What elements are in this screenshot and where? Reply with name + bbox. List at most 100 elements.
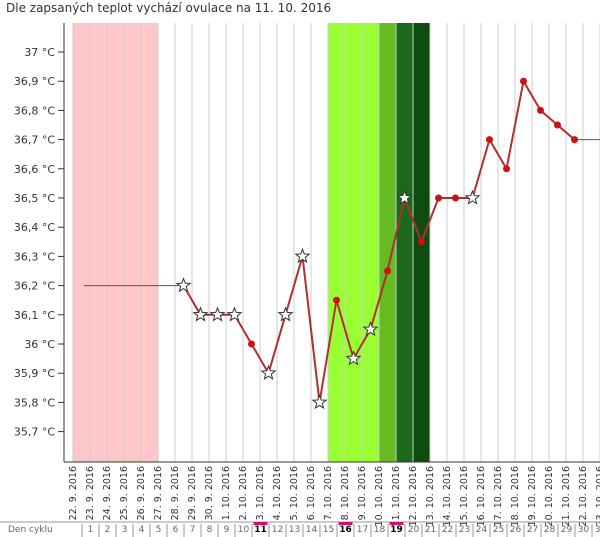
cycle-day-label: 28 — [544, 525, 556, 535]
chart-grid — [72, 23, 600, 462]
data-point-star-marker — [464, 189, 481, 205]
x-tick-label: 16. 10. 2016 — [476, 466, 487, 526]
cycle-day-label: 12 — [272, 525, 283, 535]
x-tick-label: 5. 10. 2016 — [289, 466, 300, 520]
data-point-dot-marker — [248, 340, 255, 348]
data-point-dot-marker — [520, 77, 527, 85]
x-tick-label: 13. 10. 2016 — [425, 466, 436, 526]
cycle-day-label: 15 — [323, 525, 334, 535]
cycle-day-label: 8 — [207, 525, 213, 535]
chart-title: Dle zapsaných teplot vychází ovulace na … — [6, 1, 332, 15]
cycle-day-label: 24 — [476, 525, 488, 535]
y-tick-label: 36,4 °C — [14, 221, 55, 234]
y-tick-label: 35,9 °C — [14, 367, 55, 380]
band-fertile-2 — [379, 23, 396, 462]
cycle-day-label: 19 — [390, 525, 403, 535]
cycle-day-label: 21 — [425, 525, 436, 535]
band-menstruation-0 — [73, 23, 158, 462]
data-point-dot-marker — [503, 165, 510, 173]
data-point-dot-marker — [452, 194, 459, 202]
y-tick-label: 37 °C — [24, 46, 55, 59]
data-point-star-marker — [209, 306, 226, 322]
y-tick-label: 36,2 °C — [14, 280, 55, 293]
cycle-day-label: 2 — [105, 525, 111, 535]
y-tick-label: 36 °C — [24, 338, 55, 351]
x-tick-label: 14. 10. 2016 — [442, 466, 453, 526]
y-tick-label: 36,6 °C — [14, 163, 55, 176]
data-point-star-marker — [192, 306, 209, 322]
y-tick-label: 36,1 °C — [14, 309, 55, 322]
x-tick-label: 25. 9. 2016 — [119, 466, 130, 520]
cycle-day-label: 17 — [357, 525, 368, 535]
cycle-day-label: 3 — [122, 525, 128, 535]
temperature-line — [182, 78, 576, 403]
cycle-day-label: 23 — [459, 525, 470, 535]
x-tick-label: 1. 10. 2016 — [221, 466, 232, 520]
cycle-day-label: 25 — [493, 525, 504, 535]
cycle-day-label: 4 — [139, 525, 145, 535]
cycle-day-label: 13 — [289, 525, 300, 535]
data-point-dot-marker — [384, 267, 391, 275]
cycle-day-label: 16 — [339, 525, 352, 535]
cycle-day-label: 5 — [156, 525, 162, 535]
x-tick-label: 8. 10. 2016 — [340, 466, 351, 520]
y-tick-label: 36,9 °C — [14, 75, 55, 88]
x-tick-label: 30. 9. 2016 — [204, 466, 215, 520]
y-tick-label: 36,3 °C — [14, 250, 55, 263]
x-tick-label: 29. 9. 2016 — [187, 466, 198, 520]
x-tick-label: 23. 10. 2016 — [595, 466, 600, 526]
cycle-day-label: 22 — [442, 525, 453, 535]
data-point-dot-marker — [571, 136, 578, 144]
cycle-day-label: 27 — [527, 525, 538, 535]
data-point-star-marker — [396, 189, 413, 205]
cycle-day-label: 11 — [254, 525, 267, 535]
x-tick-label: 22. 10. 2016 — [578, 466, 589, 526]
data-point-dot-marker — [333, 296, 340, 304]
data-point-dot-marker — [486, 136, 493, 144]
x-axis-ticks: 22. 9. 2016 23. 9. 2016 24. 9. 2016 25. 9. … — [68, 466, 600, 526]
cycle-day-label: 26 — [510, 525, 522, 535]
band-ovulation-3 — [396, 23, 413, 462]
cycle-day-label: 9 — [224, 525, 230, 535]
x-tick-label: 24. 9. 2016 — [102, 466, 113, 520]
data-point-star-marker — [294, 248, 311, 264]
x-tick-label: 20. 10. 2016 — [544, 466, 555, 526]
cycle-day-label: 14 — [306, 525, 318, 535]
data-point-star-marker — [175, 277, 192, 293]
cycle-day-highlight — [338, 522, 353, 525]
y-tick-label: 36,5 °C — [14, 192, 55, 205]
cycle-day-label: 1 — [88, 525, 94, 535]
x-tick-label: 6. 10. 2016 — [306, 466, 317, 520]
cycle-day-label: 31 — [595, 525, 600, 535]
x-tick-label: 26. 9. 2016 — [136, 466, 147, 520]
x-tick-label: 12. 10. 2016 — [408, 466, 419, 526]
x-tick-label: 9. 10. 2016 — [357, 466, 368, 520]
x-tick-label: 22. 9. 2016 — [68, 466, 79, 520]
x-tick-label: 11. 10. 2016 — [391, 466, 402, 526]
data-point-dot-marker — [554, 121, 561, 129]
series-lines — [84, 78, 600, 403]
chart-axes — [63, 23, 600, 463]
x-tick-label: 21. 10. 2016 — [561, 466, 572, 526]
data-point-star-marker — [311, 394, 328, 410]
x-tick-label: 4. 10. 2016 — [272, 466, 283, 520]
x-tick-label: 3. 10. 2016 — [255, 466, 266, 520]
cycle-day-label: 20 — [408, 525, 420, 535]
y-tick-label: 36,8 °C — [14, 104, 55, 117]
chart-bands — [73, 23, 430, 462]
data-point-star-marker — [226, 306, 243, 322]
data-point-star-marker — [345, 350, 362, 366]
cycle-day-label: 7 — [190, 525, 196, 535]
x-tick-label: 27. 9. 2016 — [153, 466, 164, 520]
cycle-day-label: 30 — [578, 525, 590, 535]
x-tick-label: 2. 10. 2016 — [238, 466, 249, 520]
cycle-day-label: 29 — [561, 525, 573, 535]
x-tick-label: 17. 10. 2016 — [493, 466, 504, 526]
y-tick-label: 35,8 °C — [14, 396, 55, 409]
x-tick-label: 7. 10. 2016 — [323, 466, 334, 520]
data-point-star-marker — [260, 364, 277, 380]
data-point-star-marker — [277, 306, 294, 322]
cycle-day-label: 10 — [238, 525, 250, 535]
cycle-row-label: Den cyklu — [8, 525, 53, 535]
